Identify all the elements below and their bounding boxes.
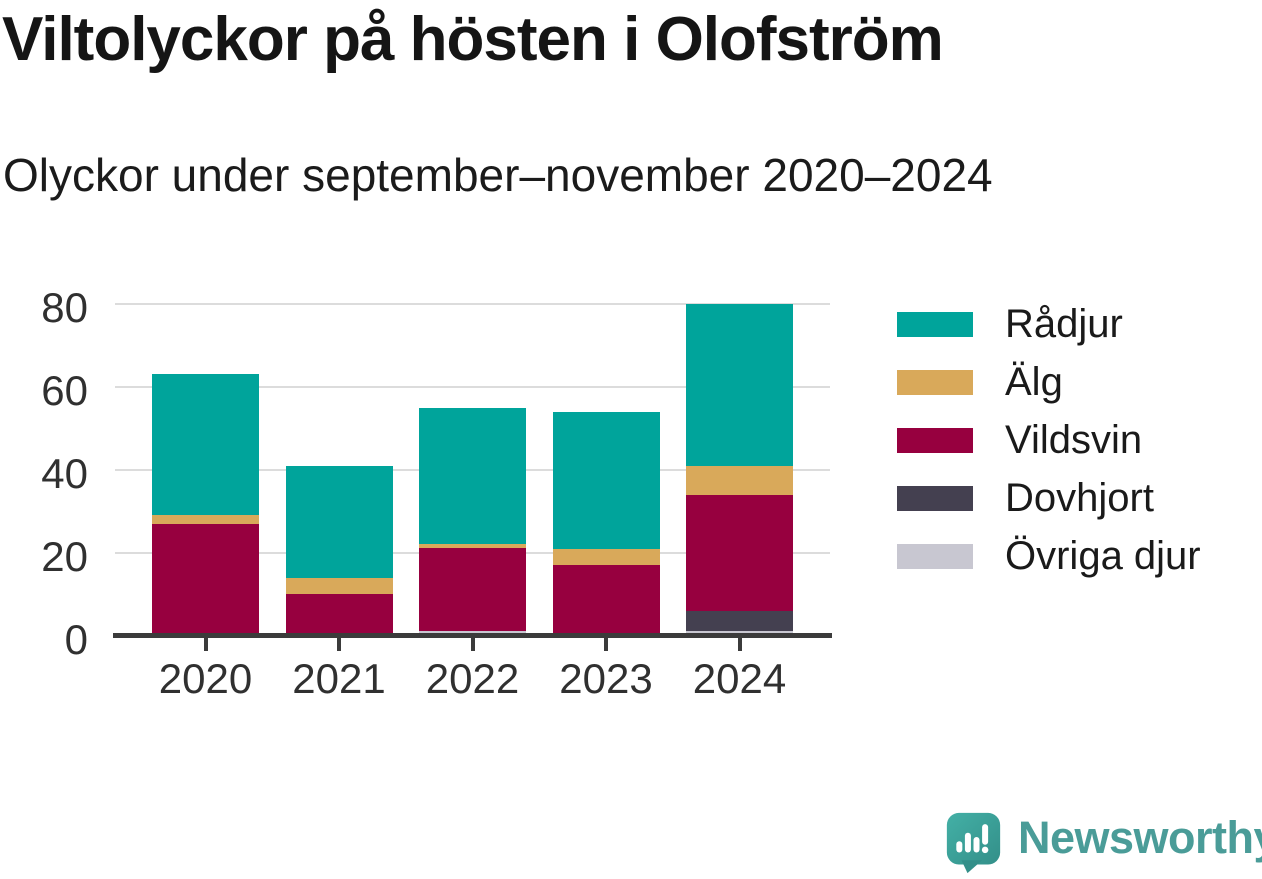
legend: Rådjur Älg Vildsvin Dovhjort Övriga djur [897,295,1201,585]
x-axis-line [113,633,832,638]
x-tick-label-2021: 2021 [292,655,386,702]
y-tick-label: 40 [41,449,88,497]
x-tick-label-2023: 2023 [559,655,653,702]
bar-segment-2022 [419,407,526,545]
gridline-80 [115,303,830,305]
legend-label: Vildsvin [1005,417,1143,462]
legend-label: Älg [1005,359,1063,404]
bar-segment-2022 [419,548,526,632]
bar-segment-2023 [552,548,660,566]
chart-title: Viltolyckor på hösten i Olofström [2,5,944,74]
bar-segment-2024 [686,304,793,466]
bar-segment-2023 [552,565,660,636]
bar-segment-2021 [285,577,393,595]
y-tick-label: 0 [64,615,88,663]
x-tick-mark [337,638,341,651]
x-tick-label-2024: 2024 [692,655,787,702]
legend-swatch [897,311,973,337]
legend-label: Rådjur [1005,301,1123,346]
y-tick-label: 80 [41,284,88,331]
bar-segment-2024 [686,610,793,632]
brand-footer: Newsworthy [946,812,1262,874]
legend-swatch [897,485,973,511]
x-tick [286,638,393,651]
bar-2023 [552,411,660,636]
bar-segment-2024 [686,465,793,495]
bar-2020 [152,374,259,636]
x-axis-ticks [115,638,830,651]
x-axis-labels: 2020 2021 2022 2023 2024 [115,655,830,703]
legend-swatch [897,543,973,569]
legend-item: Rådjur [897,295,1201,353]
x-tick-mark [470,638,475,651]
x-tick [553,638,660,651]
bar-segment-2023 [552,411,660,549]
x-tick [419,638,526,651]
bars [115,304,830,636]
y-tick-label: 20 [41,532,88,580]
bar-2021 [285,465,393,636]
plot-area [115,303,830,636]
chart-subtitle: Olyckor under september–november 2020–20… [3,149,993,201]
bar-segment-2021 [285,594,393,636]
bar-segment-2024 [686,494,793,611]
bar-segment-2021 [285,465,393,578]
bar-segment-2020 [152,523,259,636]
x-tick-label-2020: 2020 [158,655,253,702]
x-tick [686,638,793,651]
legend-label: Dovhjort [1005,475,1154,520]
x-tick-mark [604,638,608,651]
legend-swatch [897,427,973,453]
x-tick [152,638,259,651]
x-tick-label-2022: 2022 [425,655,520,702]
legend-item: Övriga djur [897,527,1201,585]
legend-item: Vildsvin [897,411,1201,469]
legend-item: Dovhjort [897,469,1201,527]
bar-2022 [419,407,526,636]
newsworthy-logo-icon [946,812,1001,874]
bar-segment-2020 [152,374,259,516]
x-tick-mark [737,638,742,651]
bar-segment-2022 [419,544,526,549]
legend-item: Älg [897,353,1201,411]
bar-2024 [686,304,793,636]
gridline-60 [115,385,830,388]
legend-label: Övriga djur [1005,533,1201,578]
brand-name: Newsworthy [1018,812,1262,863]
y-tick-label: 60 [41,366,88,414]
bar-segment-2020 [152,515,259,524]
legend-swatch [897,369,973,395]
x-tick-mark [203,638,208,651]
